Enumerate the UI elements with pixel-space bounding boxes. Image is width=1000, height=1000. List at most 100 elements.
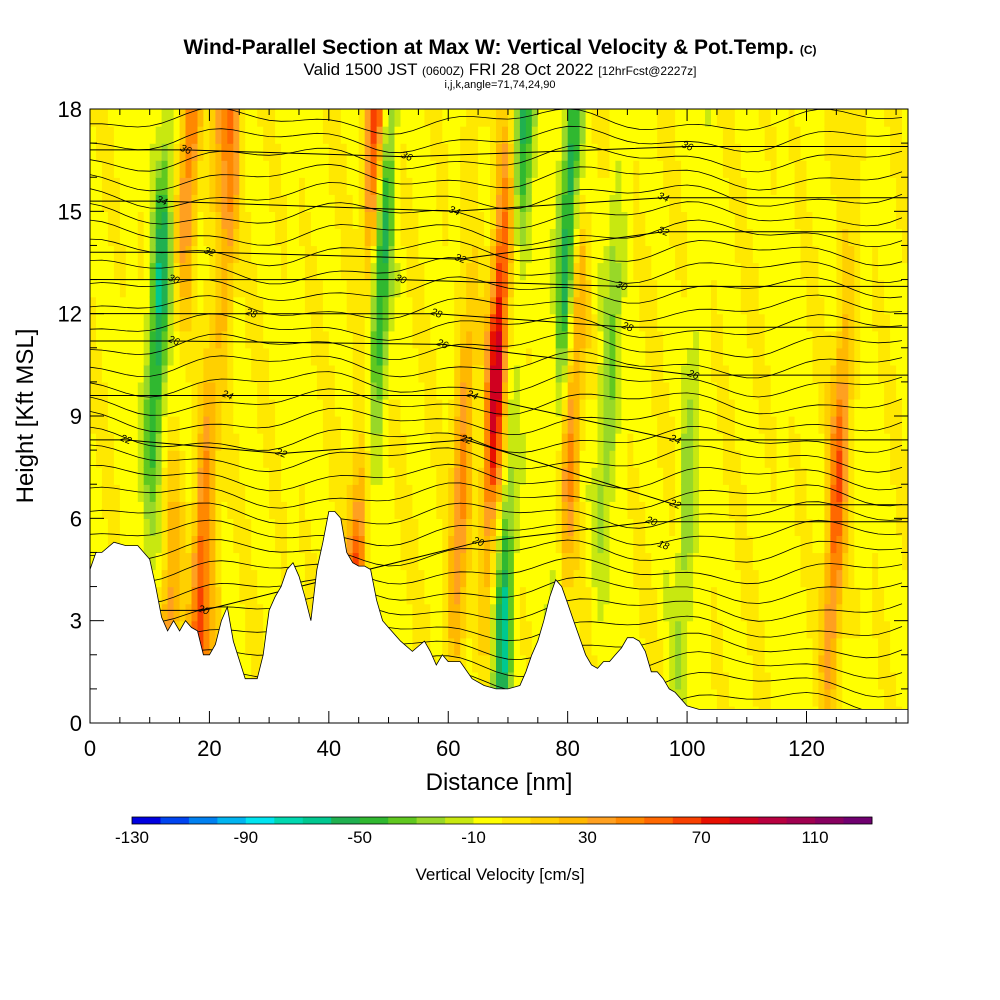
field-cell [454, 620, 461, 639]
field-cell [191, 381, 199, 400]
field-cell [299, 364, 306, 383]
field-cell [824, 364, 831, 383]
field-cell [125, 364, 133, 383]
field-cell [502, 160, 509, 178]
field-cell [711, 262, 718, 281]
field-cell [657, 398, 664, 417]
field-cell [502, 603, 509, 622]
field-cell [884, 603, 891, 622]
field-cell [269, 518, 276, 536]
field-cell [239, 313, 246, 332]
field-cell [466, 450, 473, 468]
field-cell [334, 347, 342, 366]
field-cell [693, 347, 700, 366]
field-cell [657, 109, 664, 127]
field-cell [633, 245, 640, 264]
field-cell [866, 143, 873, 161]
field-cell [854, 177, 861, 195]
field-cell [794, 347, 802, 366]
field-cell [663, 535, 670, 554]
field-cell [639, 262, 646, 281]
field-cell [794, 671, 802, 690]
field-cell [872, 398, 879, 417]
field-cell [681, 671, 688, 690]
field-cell [466, 330, 473, 349]
field-cell [328, 279, 336, 298]
field-cell [734, 416, 742, 434]
field-cell [233, 467, 240, 485]
field-cell [245, 381, 252, 400]
field-cell [549, 228, 557, 247]
field-cell [878, 381, 885, 400]
field-cell [591, 279, 599, 298]
field-cell [519, 467, 527, 485]
field-cell [734, 603, 742, 622]
field-cell [502, 484, 509, 502]
field-cell [131, 296, 139, 315]
field-cell [764, 654, 772, 673]
field-cell [758, 228, 766, 247]
field-cell [627, 143, 634, 161]
field-cell [101, 296, 109, 315]
field-cell [221, 347, 228, 366]
field-cell [406, 467, 414, 485]
field-cell [758, 637, 766, 656]
field-cell [537, 177, 545, 195]
field-cell [585, 262, 593, 281]
field-cell [173, 552, 181, 571]
field-cell [788, 228, 796, 247]
field-cell [788, 552, 796, 571]
field-cell [740, 313, 748, 332]
field-cell [782, 313, 790, 332]
field-cell [454, 433, 461, 451]
field-cell [119, 109, 127, 127]
field-cell [233, 109, 240, 127]
field-cell [531, 160, 539, 178]
field-cell [722, 296, 730, 315]
field-cell [418, 467, 425, 485]
field-cell [394, 228, 402, 247]
field-cell [137, 160, 145, 178]
field-cell [352, 143, 360, 161]
theta-contour-line [90, 219, 903, 248]
field-cell [209, 228, 216, 247]
field-cell [531, 211, 539, 229]
field-cell [275, 501, 282, 519]
field-cell [824, 109, 831, 127]
field-cell [233, 501, 240, 519]
field-cell [167, 126, 175, 144]
field-cell [567, 211, 575, 229]
field-cell [490, 228, 497, 247]
field-cell [406, 194, 414, 212]
field-cell [502, 671, 509, 690]
field-cell [627, 313, 634, 332]
field-cell [113, 381, 121, 400]
field-cell [705, 398, 712, 417]
field-cell [812, 603, 820, 622]
field-cell [370, 398, 378, 417]
field-cell [221, 450, 228, 468]
field-cell [758, 279, 766, 298]
field-cell [430, 501, 437, 519]
field-cell [836, 245, 843, 264]
field-cell [746, 398, 754, 417]
theta-contour-line [90, 201, 903, 229]
field-cell [782, 518, 790, 536]
field-cell [227, 467, 234, 485]
field-cell [412, 518, 419, 536]
field-cell [585, 620, 593, 639]
field-cell [645, 501, 652, 519]
field-cell [227, 228, 234, 247]
field-cell [269, 364, 276, 383]
field-cell [573, 381, 581, 400]
field-cell [794, 279, 802, 298]
field-cell [245, 398, 252, 417]
field-cell [728, 245, 736, 264]
field-cell [442, 381, 449, 400]
field-cell [716, 330, 724, 349]
field-cell [711, 450, 718, 468]
field-cell [304, 450, 312, 468]
field-cell [137, 177, 145, 195]
field-cell [215, 126, 222, 144]
field-cell [293, 313, 300, 332]
